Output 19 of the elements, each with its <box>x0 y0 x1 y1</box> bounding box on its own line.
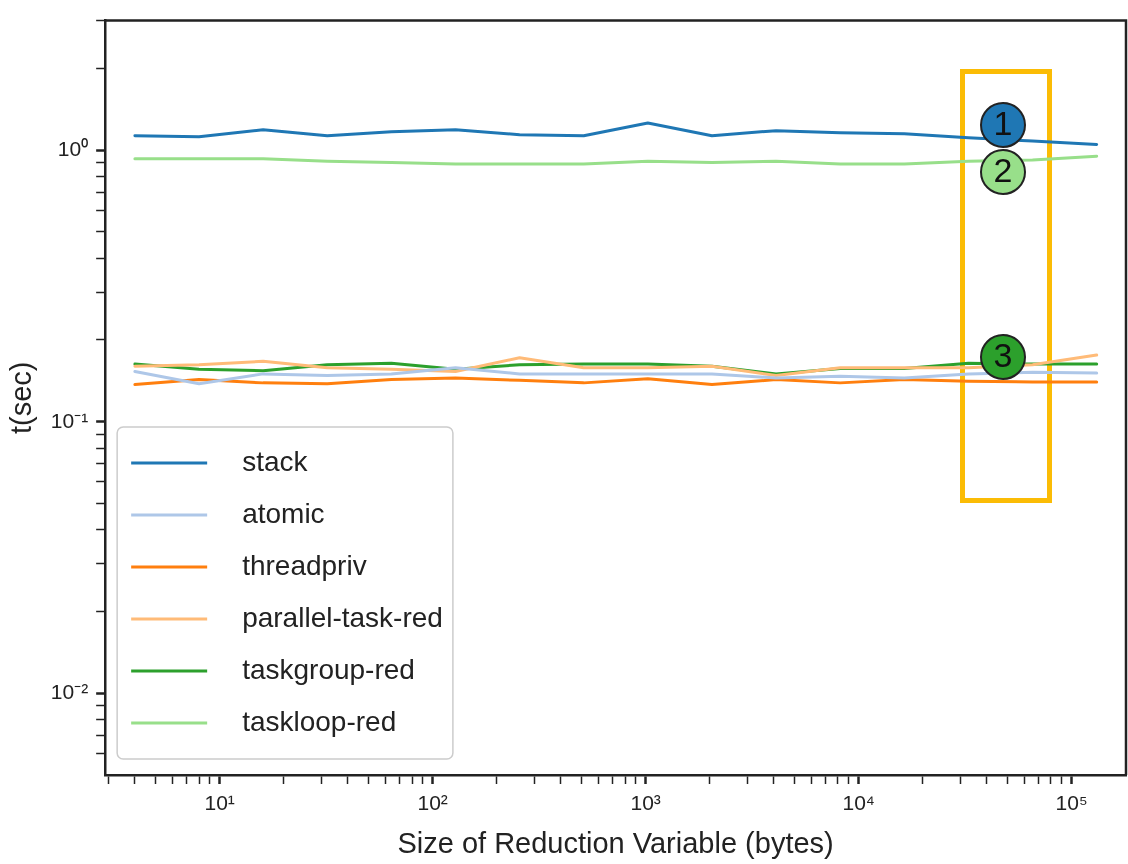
legend-label: threadpriv <box>242 549 367 581</box>
x-tick-label: 10⁵ <box>1055 791 1088 815</box>
legend-label: taskgroup-red <box>242 653 415 685</box>
y-axis-title: t(sec) <box>5 361 38 435</box>
x-axis-title: Size of Reduction Variable (bytes) <box>397 826 834 859</box>
legend-label: taskloop-red <box>242 705 397 737</box>
x-tick-label: 10² <box>417 791 448 815</box>
x-tick-label: 10⁴ <box>842 791 875 815</box>
x-tick-label: 10³ <box>630 791 661 815</box>
annotation: 3 <box>993 336 1013 375</box>
legend-label: stack <box>242 445 309 477</box>
annotation: 1 <box>993 104 1013 143</box>
legend-label: parallel-task-red <box>242 601 443 633</box>
legend-label: atomic <box>242 497 325 529</box>
annotation: 2 <box>993 151 1013 190</box>
y-tick-label: 10⁻² <box>50 680 89 704</box>
y-tick-label: 10⁰ <box>57 136 89 160</box>
x-tick-label: 10¹ <box>204 791 235 815</box>
y-tick-label: 10⁻¹ <box>50 408 89 432</box>
